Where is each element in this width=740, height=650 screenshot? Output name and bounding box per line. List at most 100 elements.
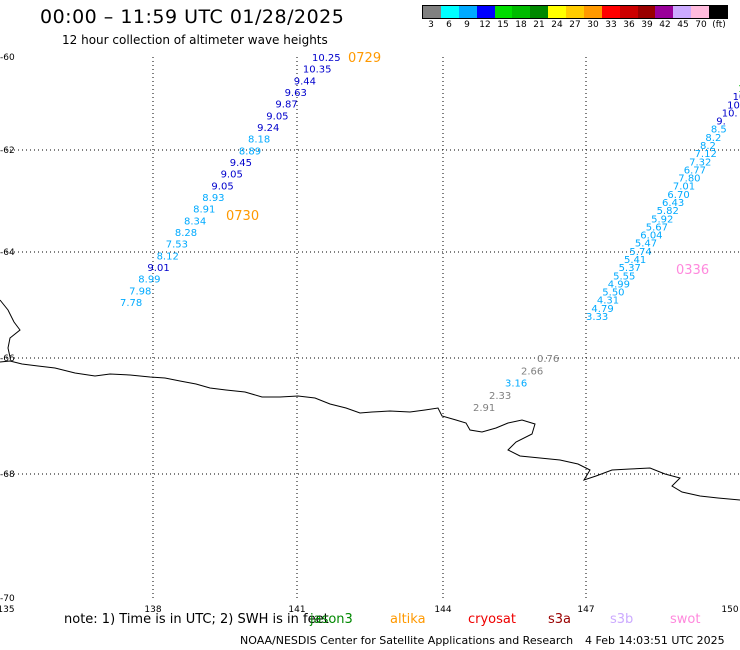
legend-swatch <box>423 6 441 18</box>
wave-height-value: 7.98 <box>129 286 151 297</box>
wave-height-value: 3.16 <box>505 379 527 390</box>
wave-height-value: 6.43 <box>662 198 684 209</box>
legend-swatch-label: 39 <box>641 20 653 30</box>
wave-height-value: 9.45 <box>230 158 252 169</box>
wave-height-value: 0.76 <box>537 354 559 365</box>
wave-height-value: 9.63 <box>285 88 307 99</box>
pass-time-label: 0729 <box>348 51 381 66</box>
legend-swatch-label: 3 <box>428 20 434 30</box>
legend-swatch-label: 21 <box>533 20 545 30</box>
legend-swatch <box>494 6 513 18</box>
legend-swatch <box>601 6 620 18</box>
wave-height-value: 8.89 <box>239 146 261 157</box>
map-subtitle: 12 hour collection of altimeter wave hei… <box>62 33 328 47</box>
wave-height-value: 9.44 <box>294 76 316 87</box>
graticule <box>6 57 740 598</box>
legend-swatch-label: 9 <box>464 20 470 30</box>
lon-tick-label: 147 <box>577 605 594 615</box>
lon-tick-label: 144 <box>434 605 451 615</box>
legend-swatch-label: 12 <box>479 20 491 30</box>
altimeter-track: 10.2510.359.449.639.879.059.248.188.899.… <box>120 51 381 309</box>
wave-height-value: 7.80 <box>678 174 700 185</box>
legend-swatch <box>673 6 692 18</box>
legend-swatch-labels: 3 6 9 12 15 18 21 24 27 30 33 36 39 42 45 70 (ft) <box>422 19 728 33</box>
wave-height-value: 8.2 <box>705 133 721 144</box>
antarctic-coastline <box>0 360 740 501</box>
legend-swatch <box>476 6 495 18</box>
wave-height-value: 7.01 <box>673 182 695 193</box>
pass-time-label: 0336 <box>676 263 709 278</box>
wave-height-value: 9.01 <box>147 263 169 274</box>
legend-swatch-label: (ft) <box>712 20 726 30</box>
legend-swatch-label: 15 <box>497 20 509 30</box>
lat-tick-label: -62 <box>0 146 15 156</box>
wave-height-value: 5.47 <box>635 239 657 250</box>
legend-swatch-label: 24 <box>551 20 563 30</box>
legend-swatch-row <box>422 5 728 19</box>
lon-tick-label: 150 <box>721 605 738 615</box>
wave-height-value: 10.25 <box>312 53 341 64</box>
wave-height-color-legend: 3 6 9 12 15 18 21 24 27 30 33 36 39 42 45 70 (ft) <box>422 5 728 33</box>
legend-swatch <box>512 6 531 18</box>
wave-height-value: 8.93 <box>202 193 224 204</box>
altimeter-tracks: 10.2510.359.449.639.879.059.248.188.899.… <box>120 51 740 414</box>
wave-height-value: 9.05 <box>221 170 243 181</box>
wave-height-value: 9.05 <box>211 181 233 192</box>
legend-swatch-label: 18 <box>515 20 527 30</box>
wave-height-value: 8.99 <box>138 275 160 286</box>
lat-tick-label: -68 <box>0 470 15 480</box>
legend-swatch-label: 36 <box>623 20 635 30</box>
legend-swatch-label: 33 <box>605 20 617 30</box>
wave-height-value: 4.99 <box>608 279 630 290</box>
wave-height-value: 8.18 <box>248 135 270 146</box>
legend-swatch-label: 6 <box>446 20 452 30</box>
legend-swatch <box>691 6 709 18</box>
mission-legend-item: swot <box>670 612 701 627</box>
generation-timestamp: 4 Feb 14:03:51 UTC 2025 <box>585 634 725 647</box>
wave-height-value: 9.24 <box>257 123 279 134</box>
wave-height-value: 6.77 <box>684 165 706 176</box>
pass-time-label: 0730 <box>226 209 259 224</box>
wave-height-value: 7.32 <box>689 157 711 168</box>
wave-height-value: 6.04 <box>640 231 662 242</box>
lon-tick-label: 141 <box>288 605 305 615</box>
wave-height-value: 10.35 <box>303 65 332 76</box>
lat-tick-label: -66 <box>0 354 15 364</box>
wave-height-value: 8.2 <box>700 141 716 152</box>
legend-swatch <box>548 6 566 18</box>
wave-height-value: 8.28 <box>175 228 197 239</box>
lat-tick-label: -70 <box>0 594 15 604</box>
legend-swatch <box>583 6 602 18</box>
footer-note: note: 1) Time is in UTC; 2) SWH is in fe… <box>64 612 329 627</box>
wave-height-value: 5.55 <box>613 271 635 282</box>
lon-tick-label: 138 <box>144 605 161 615</box>
altimeter-track: 0730 <box>226 209 259 224</box>
wave-height-value: 6.70 <box>667 190 689 201</box>
mission-legend-item: s3a <box>548 612 572 627</box>
legend-swatch <box>655 6 674 18</box>
altimeter-track: 1101010.9.8.58.28.27.127.326.777.807.016… <box>586 84 740 323</box>
mission-legend-item: altika <box>390 612 426 627</box>
mission-legend-item: jason3 <box>310 612 353 627</box>
legend-swatch <box>566 6 584 18</box>
wave-height-value: 5.37 <box>619 263 641 274</box>
mission-legend-item: cryosat <box>468 612 516 627</box>
lon-tick-label: 135 <box>0 605 15 615</box>
legend-swatch-label: 42 <box>659 20 671 30</box>
axis-labels: 135 138 141 144 147 150 -60 -62 -64 -66 -68 -70 <box>0 53 739 615</box>
wave-height-value: 8.12 <box>157 251 179 262</box>
legend-swatch <box>530 6 549 18</box>
lat-tick-label: -60 <box>0 53 15 63</box>
credit-line: NOAA/NESDIS Center for Satellite Applica… <box>240 634 574 647</box>
map-title: 00:00 – 11:59 UTC 01/28/2025 <box>40 6 345 28</box>
wave-height-value: 4.31 <box>597 296 619 307</box>
legend-swatch <box>619 6 638 18</box>
wave-height-value: 2.66 <box>521 366 543 377</box>
mission-legend-item: s3b <box>610 612 634 627</box>
wave-height-value: 7.78 <box>120 298 142 309</box>
altimeter-track: 0.762.66 3.162.332.91 <box>473 354 559 414</box>
wave-height-value: 1 <box>738 84 740 95</box>
wave-height-value: 5.41 <box>624 255 646 266</box>
coastline-fragment-west <box>0 299 21 358</box>
